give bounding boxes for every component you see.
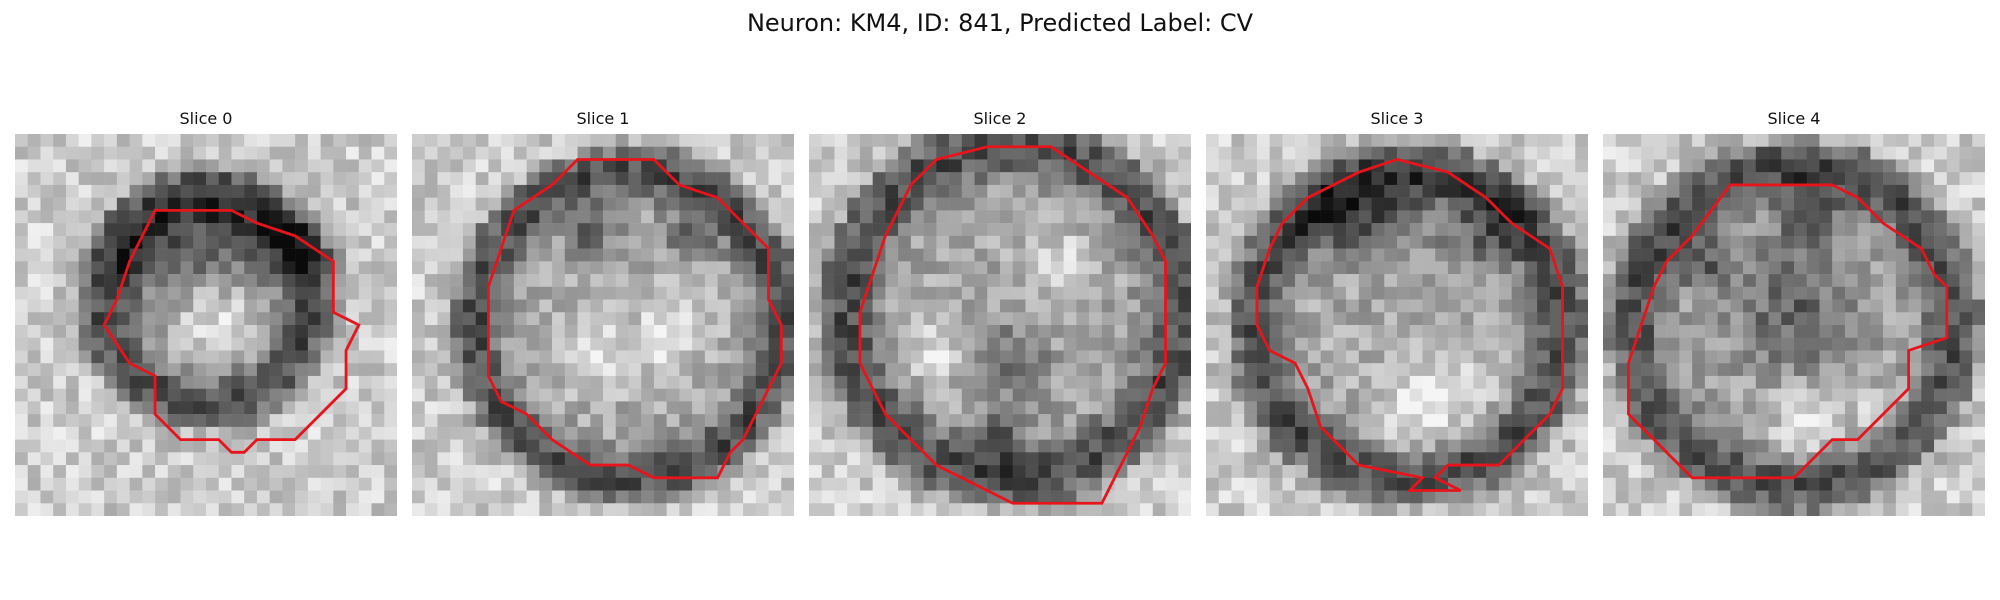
figure-title: Neuron: KM4, ID: 841, Predicted Label: C… [746,9,1254,37]
slice-title-4: Slice 4 [1767,109,1821,128]
slice-contour-4 [1627,183,1949,480]
slice-title-2: Slice 2 [973,109,1027,128]
slice-contour-0 [102,208,361,454]
slice-image-0 [15,134,397,516]
slice-image-2 [809,134,1191,516]
slice-image-3 [1206,134,1588,516]
slice-contour-2 [858,145,1167,505]
slice-panel-1: Slice 1 [412,108,794,520]
slice-panel-4: Slice 4 [1603,108,1985,520]
slice-panel-3: Slice 3 [1206,108,1588,520]
slice-image-1 [412,134,794,516]
slice-contour-3 [1255,158,1564,492]
slice-title-0: Slice 0 [179,109,233,128]
slice-image-4 [1603,134,1985,516]
slice-title-1: Slice 1 [576,109,630,128]
slice-panel-2: Slice 2 [809,108,1191,520]
slice-title-3: Slice 3 [1370,109,1424,128]
slice-panel-0: Slice 0 [15,108,397,520]
slice-contour-1 [486,158,783,480]
